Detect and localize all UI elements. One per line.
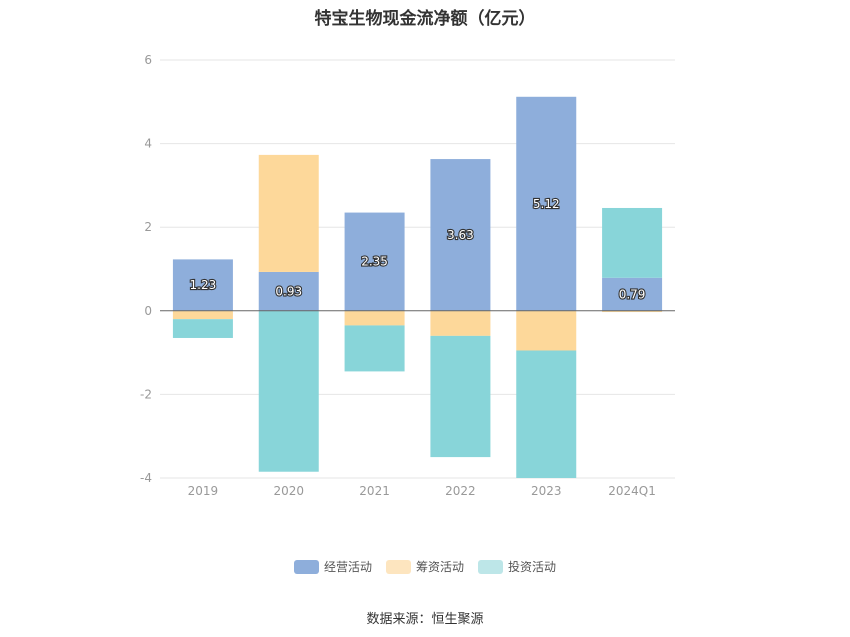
legend-item-financing[interactable]: 筹资活动: [385, 558, 464, 575]
legend: 经营活动 筹资活动 投资活动: [0, 558, 850, 575]
legend-swatch-investing: [478, 559, 503, 574]
bar: [344, 325, 405, 372]
bar-value-label: 0.79: [619, 287, 646, 301]
bar: [344, 212, 405, 311]
y-tick-label: 0: [144, 304, 152, 318]
y-tick-label: 4: [144, 137, 152, 151]
bar-value-label: 2.35: [361, 255, 388, 269]
bar: [172, 319, 233, 338]
x-tick-label: 2019: [188, 484, 219, 498]
x-tick-label: 2023: [531, 484, 562, 498]
cash-flow-chart: -4 -2 0 2 4 6 1.23 2019 0.93 2020 2.35 2021 3.63 2022…: [140, 53, 675, 498]
bar: [344, 310, 405, 326]
y-tick-label: 2: [144, 220, 152, 234]
bar: [258, 271, 319, 311]
legend-item-investing[interactable]: 投资活动: [478, 558, 556, 575]
bar: [602, 310, 663, 313]
bar-value-label: 5.12: [533, 197, 560, 211]
bar-value-label: 1.23: [190, 278, 217, 292]
bar: [258, 154, 319, 272]
bar: [258, 310, 319, 472]
legend-item-operating[interactable]: 经营活动: [293, 558, 372, 575]
bar: [172, 310, 233, 320]
bar: [430, 335, 491, 458]
bar: [430, 310, 491, 336]
bar: [602, 277, 663, 311]
legend-label-financing: 筹资活动: [415, 560, 464, 574]
y-tick-label: -2: [140, 387, 152, 401]
chart-title: 特宝生物现金流净额（亿元）: [314, 9, 536, 29]
y-tick-label: -4: [140, 471, 152, 485]
y-tick-label: 6: [144, 53, 152, 67]
legend-swatch-operating: [293, 559, 319, 574]
x-tick-label: 2022: [445, 484, 476, 498]
bar: [516, 96, 577, 311]
bar: [430, 159, 491, 311]
legend-swatch-financing: [385, 559, 411, 574]
legend-label-investing: 投资活动: [508, 560, 557, 574]
bar: [602, 207, 663, 278]
bar: [516, 350, 577, 478]
x-tick-label: 2024Q1: [608, 484, 656, 498]
bar-value-label: 3.63: [447, 228, 474, 242]
data-source: 数据来源：恒生聚源: [366, 612, 484, 627]
bar: [172, 259, 233, 311]
x-tick-label: 2020: [273, 484, 304, 498]
bar: [516, 310, 577, 351]
legend-label-operating: 经营活动: [323, 560, 372, 574]
bar-value-label: 0.93: [275, 284, 302, 298]
x-tick-label: 2021: [359, 484, 390, 498]
